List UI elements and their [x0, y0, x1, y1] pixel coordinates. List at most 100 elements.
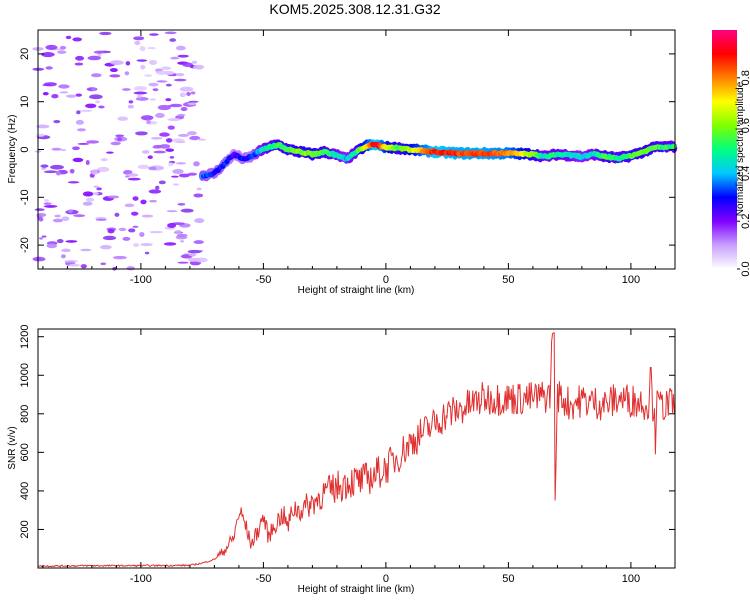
snr-x-tick-label: 0: [383, 573, 389, 585]
snr-x-tick: -50: [255, 329, 271, 585]
snr-y-tick: 200: [19, 520, 675, 539]
noise-blob: [155, 185, 160, 190]
noise-blob: [144, 251, 150, 255]
noise-blob: [127, 177, 141, 181]
noise-blob: [147, 155, 153, 159]
noise-blob: [136, 59, 148, 62]
noise-blob: [74, 62, 84, 66]
noise-blob: [126, 173, 139, 177]
noise-blob: [91, 169, 99, 175]
spectrogram-y-ticks: -20 -10 0 10 20: [19, 48, 675, 253]
snr-plot-area: [38, 329, 675, 568]
noise-blob: [76, 128, 86, 132]
noise-blob: [144, 74, 153, 77]
noise-blob: [91, 191, 99, 196]
noise-blob: [65, 35, 72, 40]
noise-blob: [113, 255, 127, 260]
noise-blob: [193, 193, 204, 198]
noise-blob: [89, 94, 103, 100]
noise-blob: [158, 180, 166, 185]
spectrogram-y-tick-label: 0: [19, 146, 31, 152]
noise-blob: [85, 103, 97, 109]
noise-blob: [45, 44, 58, 50]
noise-blob: [175, 72, 185, 77]
snr-x-tick: 0: [383, 329, 389, 585]
noise-blob: [132, 243, 140, 247]
colorbar-tick-label: 0.2: [740, 214, 750, 229]
noise-blob: [117, 116, 129, 121]
noise-blob: [99, 244, 112, 250]
noise-blob: [40, 164, 49, 168]
noise-blob: [85, 197, 95, 202]
snr-y-tick-label: 800: [19, 405, 31, 423]
colorbar-tick: 0.4: [737, 166, 750, 181]
noise-blob: [167, 223, 177, 228]
snr-y-tick-label: 200: [19, 520, 31, 538]
noise-blob: [175, 45, 186, 51]
noise-blob: [146, 119, 151, 125]
noise-blob: [51, 147, 62, 151]
noise-blob: [107, 195, 120, 199]
noise-blob: [187, 172, 198, 176]
noise-blob: [35, 133, 45, 137]
noise-blob: [57, 50, 67, 54]
noise-blob: [180, 208, 194, 213]
noise-blob: [133, 36, 145, 41]
colorbar-tick: 0.8: [737, 70, 750, 85]
noise-blob: [126, 266, 135, 271]
noise-blob: [106, 151, 114, 154]
noise-blob: [176, 233, 188, 237]
spectrogram-y-tick: 0: [19, 146, 675, 153]
noise-blob: [43, 170, 58, 174]
noise-blob: [177, 54, 190, 58]
spectrogram-noise: [32, 31, 208, 271]
snr-y-tick-label: 1200: [19, 324, 31, 348]
spectrogram-y-tick-label: 10: [19, 96, 31, 108]
noise-blob: [38, 237, 44, 240]
noise-blob: [96, 187, 102, 191]
noise-blob: [173, 78, 187, 82]
noise-blob: [157, 104, 172, 111]
noise-blob: [139, 46, 146, 52]
snr-y-tick: 600: [19, 443, 675, 462]
noise-blob: [65, 94, 77, 98]
noise-blob: [177, 261, 189, 264]
noise-blob: [51, 93, 59, 99]
noise-blob: [196, 138, 207, 141]
noise-blob: [82, 201, 93, 206]
colorbar-gradient: [712, 30, 737, 269]
noise-blob: [117, 137, 122, 142]
noise-blob: [122, 236, 131, 241]
spectrogram-x-tick-label: 50: [502, 274, 514, 286]
noise-blob: [42, 91, 49, 96]
noise-blob: [32, 256, 46, 262]
noise-blob: [99, 31, 112, 36]
noise-blob: [95, 218, 107, 221]
noise-blob: [61, 248, 71, 253]
noise-blob: [180, 106, 188, 112]
noise-blob: [147, 47, 157, 50]
noise-blob: [165, 138, 173, 143]
noise-blob: [75, 119, 84, 125]
noise-blob: [114, 212, 120, 217]
chart-title: KOM5.2025.308.12.31.G32: [269, 1, 440, 17]
noise-blob: [110, 60, 124, 66]
noise-blob: [188, 253, 197, 257]
spectrogram-x-tick: -100: [130, 30, 152, 286]
noise-blob: [139, 232, 145, 237]
noise-blob: [133, 86, 148, 91]
noise-blob: [68, 263, 80, 267]
noise-blob: [98, 105, 105, 109]
noise-blob: [187, 131, 197, 136]
snr-y-tick: 1200: [19, 324, 675, 349]
noise-blob: [169, 103, 183, 108]
noise-blob: [127, 104, 134, 109]
spectrogram-y-tick-label: -10: [19, 189, 31, 205]
noise-blob: [118, 227, 127, 232]
noise-blob: [134, 40, 141, 46]
noise-blob: [46, 243, 58, 249]
noise-blob: [43, 82, 57, 87]
snr-x-tick-label: 100: [622, 573, 640, 585]
noise-blob: [159, 132, 170, 137]
spectrogram-y-tick: 10: [19, 96, 675, 108]
